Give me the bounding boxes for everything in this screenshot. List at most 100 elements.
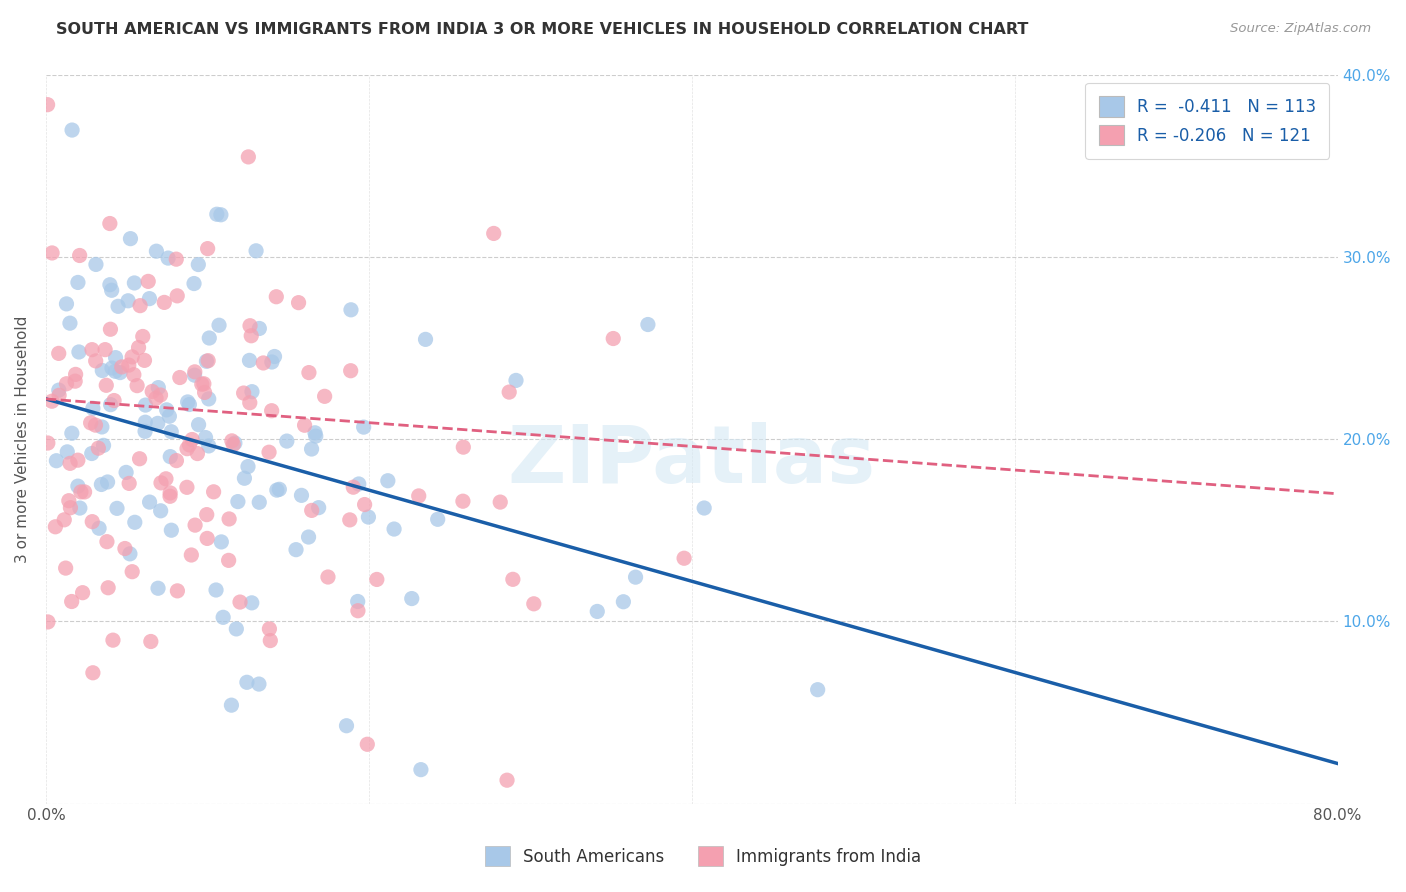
Point <box>60 594 83 608</box>
Point <box>197 392 219 406</box>
Point <box>179 397 201 411</box>
Point <box>247 495 270 509</box>
Point <box>257 445 280 459</box>
Point <box>194 431 217 445</box>
Point <box>134 353 156 368</box>
Point <box>401 591 423 606</box>
Point <box>101 361 124 376</box>
Point <box>55 376 77 391</box>
Point <box>104 364 127 378</box>
Point <box>166 583 188 598</box>
Point <box>118 358 141 372</box>
Point <box>353 420 375 434</box>
Point <box>73 484 96 499</box>
Point <box>97 475 120 489</box>
Point <box>233 471 256 485</box>
Point <box>183 368 205 383</box>
Point <box>314 389 336 403</box>
Point <box>342 480 364 494</box>
Point <box>339 364 361 378</box>
Point <box>87 441 110 455</box>
Point <box>276 434 298 448</box>
Point <box>58 493 80 508</box>
Point <box>121 350 143 364</box>
Point <box>225 622 247 636</box>
Text: SOUTH AMERICAN VS IMMIGRANTS FROM INDIA 3 OR MORE VEHICLES IN HOUSEHOLD CORRELAT: SOUTH AMERICAN VS IMMIGRANTS FROM INDIA … <box>56 22 1029 37</box>
Point <box>238 353 260 368</box>
Point <box>91 363 114 377</box>
Point <box>612 595 634 609</box>
Point <box>80 343 103 357</box>
Point <box>523 597 546 611</box>
Point <box>294 418 316 433</box>
Point <box>426 512 449 526</box>
Point <box>66 453 89 467</box>
Point <box>157 409 180 424</box>
Point <box>673 551 696 566</box>
Point <box>117 293 139 308</box>
Point <box>159 486 181 500</box>
Point <box>181 433 204 447</box>
Point <box>183 277 205 291</box>
Legend: South Americans, Immigrants from India: South Americans, Immigrants from India <box>477 838 929 875</box>
Point <box>149 504 172 518</box>
Point <box>41 246 63 260</box>
Point <box>127 378 149 392</box>
Point <box>269 483 291 497</box>
Point <box>157 251 180 265</box>
Point <box>176 480 198 494</box>
Point <box>297 530 319 544</box>
Point <box>247 321 270 335</box>
Point <box>259 633 281 648</box>
Point <box>301 503 323 517</box>
Point <box>101 633 124 648</box>
Point <box>807 682 830 697</box>
Point <box>637 318 659 332</box>
Point <box>409 763 432 777</box>
Point <box>72 585 94 599</box>
Point <box>356 737 378 751</box>
Point <box>118 476 141 491</box>
Point <box>124 516 146 530</box>
Point <box>205 582 228 597</box>
Text: Source: ZipAtlas.com: Source: ZipAtlas.com <box>1230 22 1371 36</box>
Point <box>624 570 647 584</box>
Point <box>176 395 198 409</box>
Point <box>37 615 59 629</box>
Point <box>222 437 245 451</box>
Point <box>56 445 79 459</box>
Point <box>59 456 82 470</box>
Point <box>176 442 198 456</box>
Point <box>166 289 188 303</box>
Point <box>104 351 127 365</box>
Point <box>153 295 176 310</box>
Point <box>128 341 150 355</box>
Point <box>340 302 363 317</box>
Point <box>134 398 156 412</box>
Point <box>100 398 122 412</box>
Point <box>165 453 187 467</box>
Point <box>66 276 89 290</box>
Point <box>115 466 138 480</box>
Point <box>149 388 172 402</box>
Point <box>208 318 231 333</box>
Point <box>169 370 191 384</box>
Point <box>66 479 89 493</box>
Point <box>226 494 249 508</box>
Point <box>138 495 160 509</box>
Point <box>184 518 207 533</box>
Legend: R =  -0.411   N = 113, R = -0.206   N = 121: R = -0.411 N = 113, R = -0.206 N = 121 <box>1085 83 1329 159</box>
Point <box>100 283 122 297</box>
Point <box>382 522 405 536</box>
Point <box>90 420 112 434</box>
Point <box>96 534 118 549</box>
Point <box>107 299 129 313</box>
Point <box>180 548 202 562</box>
Point <box>240 328 263 343</box>
Point <box>60 426 83 441</box>
Point <box>198 331 221 345</box>
Point <box>121 565 143 579</box>
Point <box>505 373 527 387</box>
Point <box>451 494 474 508</box>
Point <box>453 440 475 454</box>
